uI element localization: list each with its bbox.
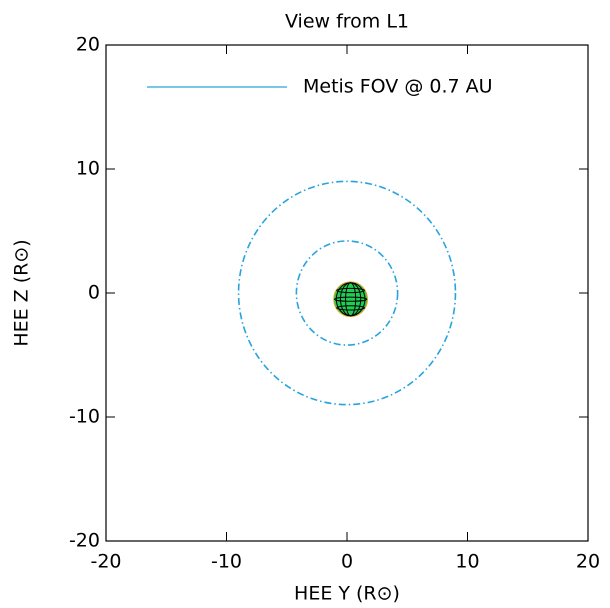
y-axis-label: HEE Z (R⊙)	[11, 239, 33, 346]
sun-disk	[333, 281, 368, 318]
x-tick-label: 20	[576, 551, 600, 573]
y-tick-label: -10	[69, 406, 100, 428]
grid-parallel	[336, 305, 365, 311]
grid-parallel	[336, 287, 365, 294]
x-tick-label: 0	[341, 551, 353, 573]
fov-circle	[237, 180, 457, 406]
sun-grid	[334, 282, 368, 317]
x-axis-label: HEE Y (R⊙)	[294, 583, 400, 605]
legend-label: Metis FOV @ 0.7 AU	[303, 76, 493, 98]
y-tick-label: 20	[76, 34, 100, 56]
chart-title: View from L1	[285, 11, 409, 33]
y-tick-label: 0	[88, 282, 100, 304]
x-tick-label: -20	[90, 551, 121, 573]
y-tick-label: 10	[76, 158, 100, 180]
grid-parallel	[334, 296, 368, 302]
x-tick-label: 10	[455, 551, 479, 573]
y-tick-label: -20	[69, 530, 100, 552]
grid-meridian	[335, 282, 366, 317]
x-tick-label: -10	[211, 551, 242, 573]
fov-circle	[295, 240, 399, 346]
